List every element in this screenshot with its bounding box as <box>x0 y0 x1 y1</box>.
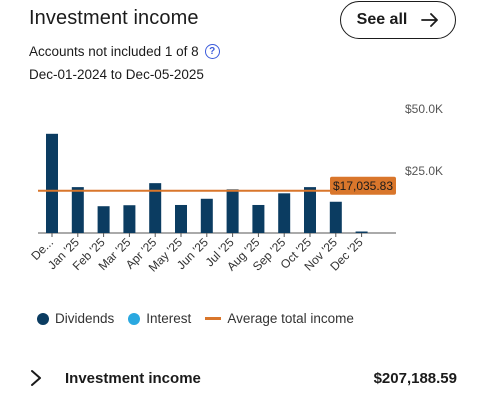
dividends-bar <box>329 201 342 233</box>
dividends-bar <box>123 205 136 233</box>
see-all-label: See all <box>356 11 408 28</box>
y-tick-label: $25.0K <box>405 164 443 178</box>
dividends-bar <box>46 133 58 233</box>
legend-item-dividends: Dividends <box>37 311 114 326</box>
chart-legend: Dividends Interest Average total income <box>37 311 368 326</box>
dividends-bar <box>71 187 84 233</box>
investment-income-row-label: Investment income <box>65 369 201 387</box>
dividends-bar <box>226 189 239 233</box>
accounts-not-included: Accounts not included 1 of 8 ? <box>29 44 220 59</box>
legend-item-interest: Interest <box>128 311 191 326</box>
legend-dividends-label: Dividends <box>55 311 115 326</box>
date-range: Dec-01-2024 to Dec-05-2025 <box>29 67 204 82</box>
legend-dividends-dot <box>37 312 49 325</box>
average-income-badge <box>330 176 396 195</box>
accounts-not-included-text: Accounts not included 1 of 8 <box>29 44 199 59</box>
legend-interest-label: Interest <box>146 311 192 326</box>
chevron-right-icon <box>31 370 41 386</box>
dividends-bar <box>97 206 110 233</box>
investment-income-row[interactable]: Investment income $207,188.59 <box>29 366 457 390</box>
dividends-bar <box>175 204 187 233</box>
average-income-label: $17,035.83 <box>333 179 393 193</box>
dividends-bar <box>149 183 162 233</box>
info-icon[interactable]: ? <box>204 44 220 59</box>
investment-income-row-amount: $207,188.59 <box>373 369 457 387</box>
y-tick-label: $50.0K <box>405 102 443 116</box>
dividends-bar <box>304 187 316 233</box>
arrow-right-icon <box>421 13 439 27</box>
dividends-bar <box>355 231 368 233</box>
dividends-bar <box>200 198 213 233</box>
dividends-bar <box>252 204 265 233</box>
see-all-button[interactable]: See all <box>340 1 456 39</box>
dividends-bar <box>278 193 291 233</box>
legend-interest-dot <box>128 312 141 325</box>
legend-average-label: Average total income <box>227 311 354 326</box>
legend-item-average: Average total income <box>205 311 354 326</box>
page-title: Investment income <box>29 7 199 29</box>
legend-average-line <box>205 317 222 320</box>
